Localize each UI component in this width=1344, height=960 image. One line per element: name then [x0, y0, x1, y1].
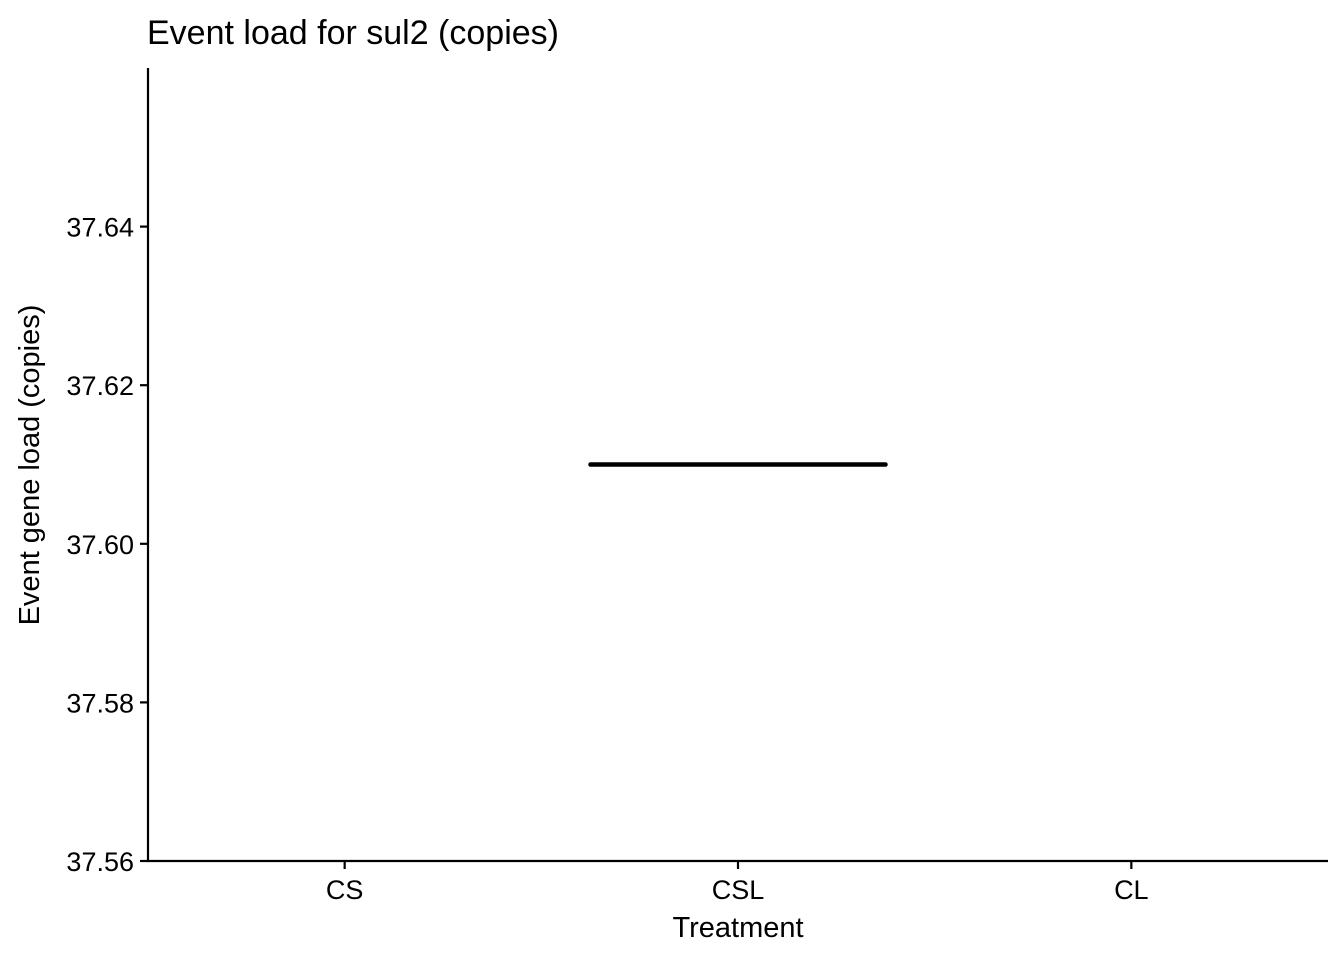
- x-tick-label: CS: [326, 875, 364, 905]
- chart-title: Event load for sul2 (copies): [147, 14, 559, 52]
- x-tick-label: CSL: [712, 875, 765, 905]
- y-axis-title: Event gene load (copies): [14, 305, 46, 626]
- plot-area: 37.56 37.58 37.60 37.62 37.64 CS CSL CL: [66, 68, 1328, 905]
- x-tick-label: CL: [1114, 875, 1149, 905]
- y-tick-label: 37.62: [66, 371, 134, 401]
- y-tick-label: 37.60: [66, 530, 134, 560]
- y-tick-label: 37.58: [66, 688, 134, 718]
- y-tick-label: 37.56: [66, 847, 134, 877]
- x-axis-title: Treatment: [672, 912, 803, 944]
- y-tick-label: 37.64: [66, 213, 134, 243]
- y-ticks: 37.56 37.58 37.60 37.62 37.64: [66, 213, 148, 877]
- x-ticks: CS CSL CL: [326, 861, 1149, 905]
